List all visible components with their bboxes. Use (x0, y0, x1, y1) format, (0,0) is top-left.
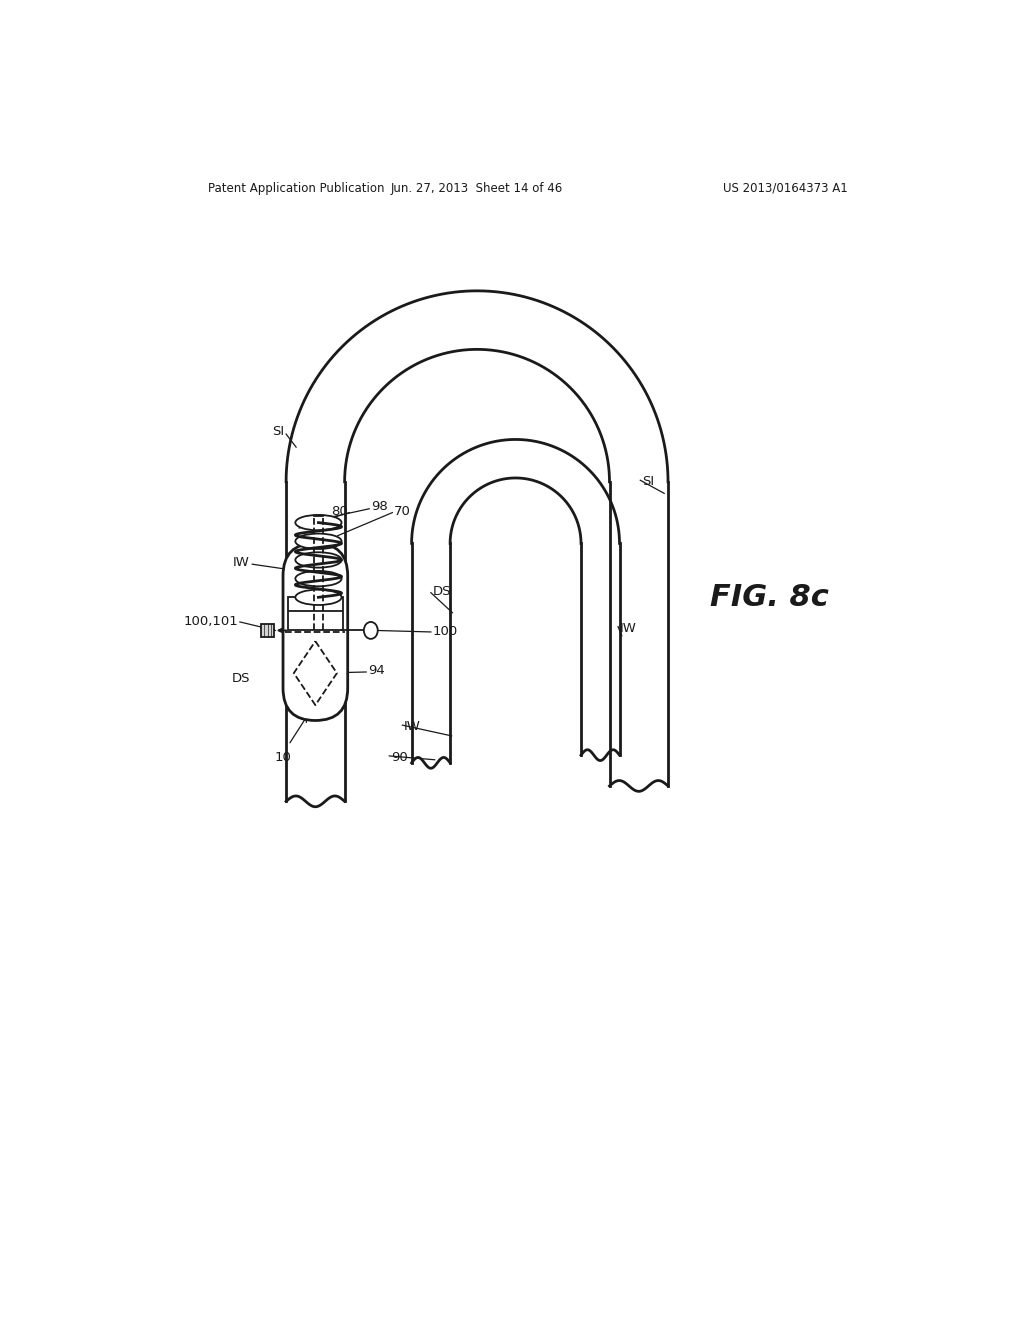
Text: DS: DS (231, 672, 250, 685)
FancyBboxPatch shape (283, 544, 348, 721)
Text: SI: SI (272, 425, 285, 438)
Ellipse shape (295, 552, 342, 568)
Text: 40: 40 (315, 554, 333, 566)
Text: 100,101: 100,101 (183, 615, 239, 628)
Ellipse shape (295, 590, 342, 605)
Text: FIG. 8c: FIG. 8c (711, 583, 829, 611)
Text: IW: IW (403, 721, 421, 733)
Text: IW: IW (233, 556, 250, 569)
Bar (261, 624, 273, 636)
Ellipse shape (295, 533, 342, 549)
Text: 98: 98 (371, 500, 387, 513)
Text: 94: 94 (368, 664, 384, 677)
Text: SI: SI (643, 475, 654, 488)
Text: Jun. 27, 2013  Sheet 14 of 46: Jun. 27, 2013 Sheet 14 of 46 (391, 182, 563, 194)
Ellipse shape (295, 515, 342, 531)
Text: 70: 70 (394, 504, 411, 517)
Text: IW: IW (620, 622, 636, 635)
Text: 100: 100 (432, 626, 458, 639)
Text: US 2013/0164373 A1: US 2013/0164373 A1 (723, 182, 848, 194)
Text: 10: 10 (274, 751, 292, 764)
Text: 30: 30 (315, 651, 333, 664)
Text: 80: 80 (331, 504, 348, 517)
Bar (288, 597, 343, 631)
Ellipse shape (364, 622, 378, 639)
Text: DS: DS (432, 585, 451, 598)
Text: 90: 90 (391, 751, 408, 764)
Ellipse shape (295, 572, 342, 586)
Text: Patent Application Publication: Patent Application Publication (208, 182, 384, 194)
